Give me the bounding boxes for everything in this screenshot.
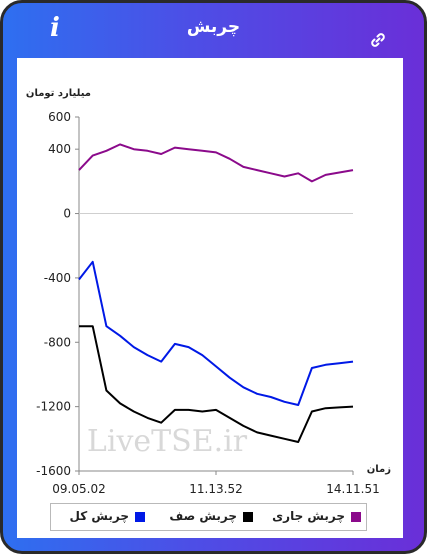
legend-item-queue[interactable]: چربش صف <box>169 509 255 525</box>
watermark: LiveTSE.ir <box>87 424 248 459</box>
legend-label-total: چربش کل <box>69 509 129 523</box>
chart-legend: چربش جاری چربش صف چربش کل <box>50 503 367 531</box>
card-header: i چربش <box>3 3 424 55</box>
info-icon[interactable]: i <box>50 13 60 43</box>
line-chart: 600 400 0 -400 -800 -1200 -1600 09.05.02 11.13.5… <box>26 88 391 496</box>
x-tick-label: 11.13.52 <box>189 482 242 496</box>
chart-series <box>78 143 354 443</box>
y-tick-label: 400 <box>48 142 71 156</box>
legend-label-queue: چربش صف <box>169 509 237 523</box>
y-tick-label: 600 <box>48 110 71 124</box>
page-title: چربش <box>186 17 241 37</box>
series-line-0 <box>78 143 354 183</box>
y-axis-label: میلیارد تومان <box>26 88 91 99</box>
series-line-2 <box>79 325 354 443</box>
legend-label-current: چربش جاری <box>272 509 345 523</box>
link-icon[interactable] <box>369 31 387 49</box>
legend-swatch-queue <box>243 512 253 522</box>
legend-swatch-current <box>351 512 361 522</box>
y-tick-label: -1200 <box>36 400 71 414</box>
y-tick-label: -1600 <box>36 464 71 478</box>
y-tick-label: -400 <box>44 271 71 285</box>
chart-panel: 600 400 0 -400 -800 -1200 -1600 09.05.02 11.13.5… <box>17 58 403 538</box>
x-tick-label: 14.11.51 <box>326 482 379 496</box>
y-tick-label: 0 <box>63 207 71 221</box>
x-axis-label: زمان <box>367 464 391 475</box>
x-tick-label: 09.05.02 <box>52 482 105 496</box>
legend-swatch-total <box>135 512 145 522</box>
legend-item-current[interactable]: چربش جاری <box>272 509 363 525</box>
chart-axes: 600 400 0 -400 -800 -1200 -1600 09.05.02 11.13.5… <box>36 110 380 496</box>
legend-item-total[interactable]: چربش کل <box>61 509 147 525</box>
y-tick-label: -800 <box>44 335 71 349</box>
series-line-1 <box>78 260 354 406</box>
